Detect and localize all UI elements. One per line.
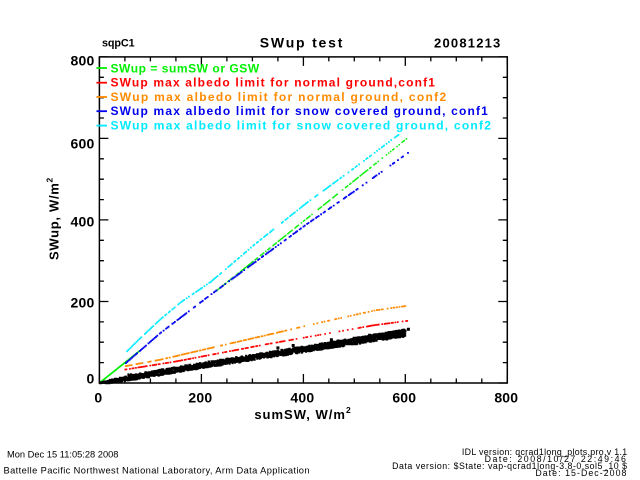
svg-text:SWup, W/m2: SWup, W/m2 <box>45 177 62 260</box>
svg-text:200: 200 <box>188 390 212 406</box>
svg-text:IDL version: qcrad1long_plots.: IDL version: qcrad1long_plots.pro,v 1.1 <box>462 447 628 457</box>
svg-text:SWup max albedo limit for norm: SWup max albedo limit for normal ground,… <box>111 90 448 104</box>
svg-text:SWup max albedo limit for norm: SWup max albedo limit for normal ground,… <box>111 76 437 90</box>
svg-text:SWup max albedo limit for snow: SWup max albedo limit for snow covered g… <box>111 119 493 133</box>
svg-text:800: 800 <box>494 390 518 406</box>
svg-text:600: 600 <box>71 135 95 151</box>
svg-text:SWup max albedo limit for snow: SWup max albedo limit for snow covered g… <box>111 104 490 118</box>
svg-text:20081213: 20081213 <box>434 36 501 51</box>
svg-text:200: 200 <box>71 295 95 311</box>
svg-text:400: 400 <box>71 214 95 230</box>
svg-text:Date: 15-Dec-2008: Date: 15-Dec-2008 <box>535 468 627 478</box>
svg-text:Data version: $State: vap-qcra: Data version: $State: vap-qcrad1long-3.8… <box>392 461 627 471</box>
svg-text:SWup test: SWup test <box>260 35 344 51</box>
svg-text:sqpC1: sqpC1 <box>102 38 135 50</box>
svg-text:0: 0 <box>94 390 102 406</box>
svg-text:Mon Dec 15 11:05:28 2008: Mon Dec 15 11:05:28 2008 <box>7 450 118 460</box>
svg-text:0: 0 <box>87 370 95 386</box>
svg-text:Date: 2008/10/27 22:49:46: Date: 2008/10/27 22:49:46 <box>485 454 628 464</box>
svg-text:SWup = sumSW or GSW: SWup = sumSW or GSW <box>111 61 260 75</box>
svg-text:sumSW, W/m2: sumSW, W/m2 <box>254 405 351 422</box>
svg-text:Battelle Pacific Northwest Nat: Battelle Pacific Northwest National Labo… <box>4 466 310 476</box>
svg-text:600: 600 <box>392 390 416 406</box>
svg-text:800: 800 <box>71 53 95 69</box>
svg-text:400: 400 <box>290 390 314 406</box>
